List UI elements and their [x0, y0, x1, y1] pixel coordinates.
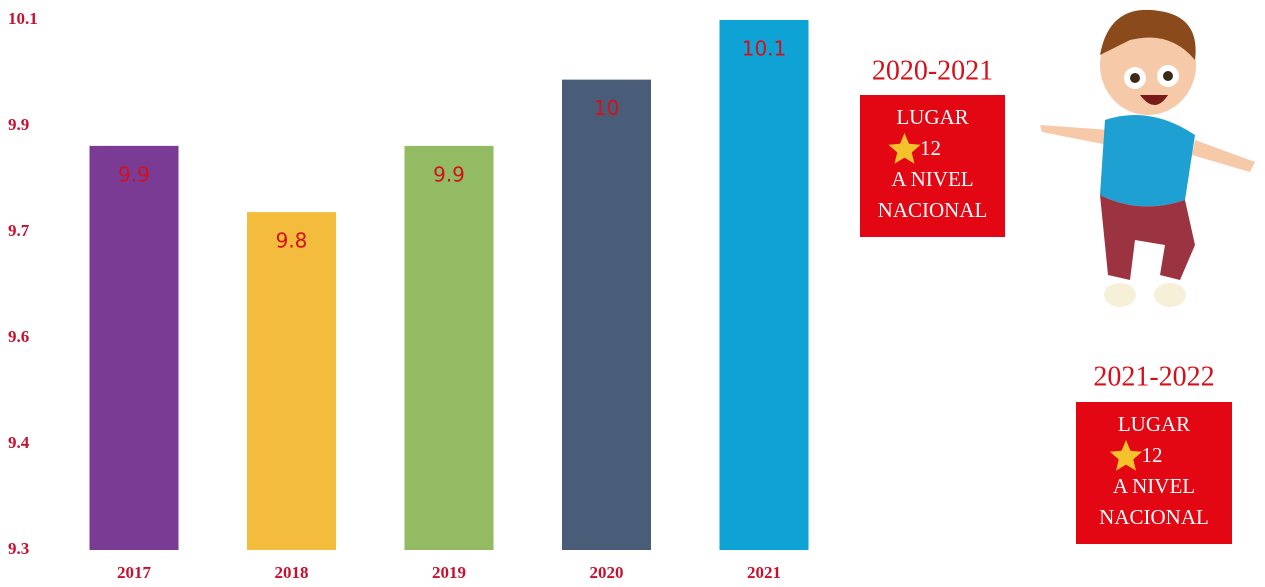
rank-text: NACIONAL: [878, 198, 988, 222]
period-label: 2020-2021: [872, 55, 993, 86]
x-tick-label: 2017: [117, 563, 152, 582]
data-label: 9.8: [276, 229, 308, 253]
rank-box: [860, 95, 1005, 237]
rank-text: 12: [920, 136, 941, 160]
data-label: 9.9: [433, 162, 465, 186]
rank-text: A NIVEL: [891, 167, 973, 191]
x-tick-label: 2020: [590, 563, 624, 582]
rank-text: LUGAR: [1118, 412, 1190, 436]
rank-text: 12: [1142, 443, 1163, 467]
bar: [562, 79, 651, 550]
y-tick-label: 9.6: [8, 327, 29, 346]
bar: [89, 145, 179, 550]
period-label: 2021-2022: [1093, 361, 1214, 392]
x-tick-label: 2019: [432, 563, 466, 582]
data-label: 10.1: [742, 37, 787, 61]
kid-illustration: [1040, 9, 1255, 307]
rank-box: [1076, 402, 1232, 544]
bar: [247, 212, 336, 550]
star-icon: [1109, 440, 1143, 471]
star-icon: [888, 133, 921, 164]
x-tick-label: 2018: [275, 563, 309, 582]
y-tick-label: 9.9: [8, 115, 29, 134]
y-tick-label: 9.3: [8, 539, 29, 558]
y-tick-label: 9.7: [8, 221, 30, 240]
rank-text: LUGAR: [896, 105, 968, 129]
rank-text: A NIVEL: [1113, 474, 1195, 498]
y-tick-label: 10.1: [8, 9, 38, 28]
y-tick-label: 9.4: [8, 433, 30, 452]
bar: [404, 145, 494, 550]
x-tick-label: 2021: [747, 563, 781, 582]
bar: [719, 20, 809, 550]
data-label: 9.9: [118, 162, 150, 186]
data-label: 10: [594, 96, 619, 120]
rank-text: NACIONAL: [1099, 505, 1209, 529]
